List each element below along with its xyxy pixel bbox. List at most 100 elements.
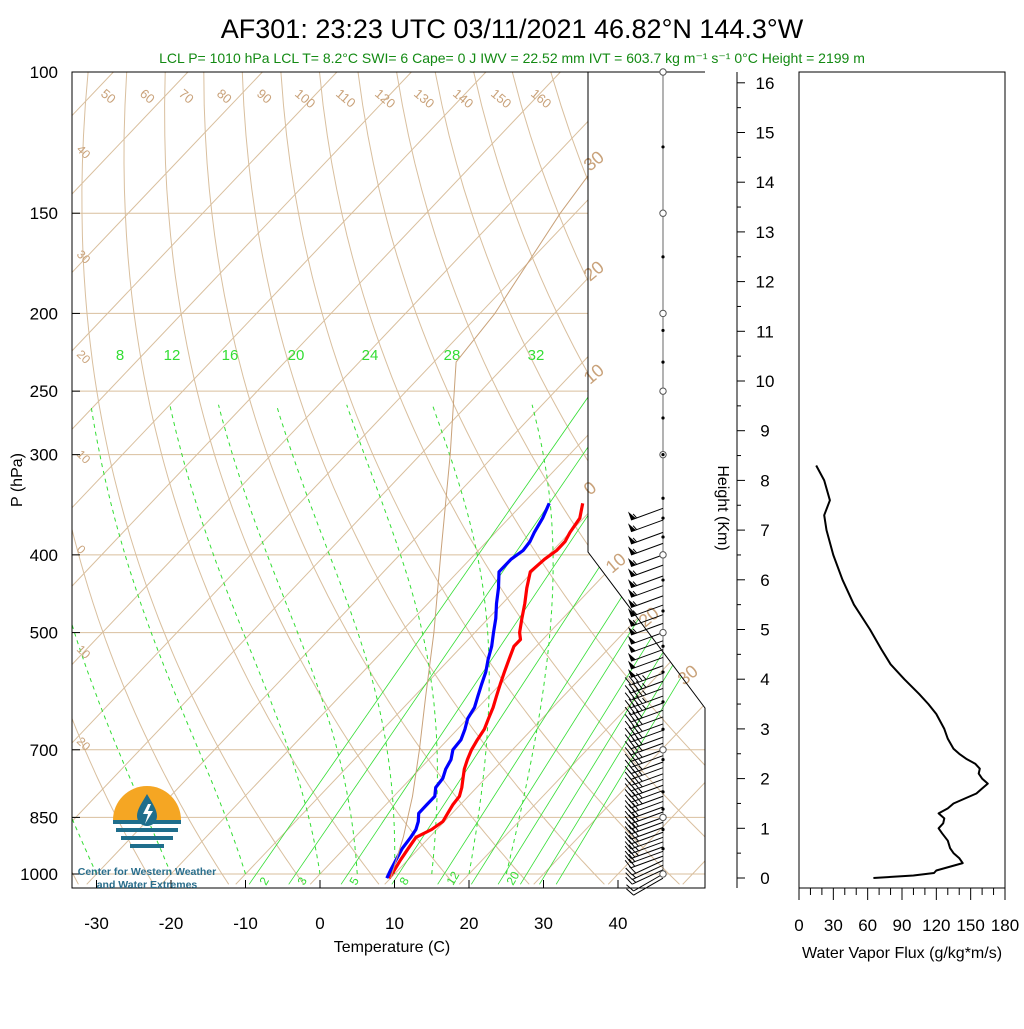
level-dot [661, 758, 664, 761]
moist-adiabat-line [219, 405, 358, 874]
mixing-ratio-label-top: 24 [362, 347, 379, 364]
cw3e-logo: Center for Western Weather and Water Ext… [78, 786, 216, 891]
mixing-ratio-label-bottom: 5 [346, 874, 362, 887]
mixing-ratio-label-top: 32 [528, 347, 545, 364]
mixing-ratio-label-top: 12 [164, 347, 181, 364]
level-dot [661, 790, 664, 793]
mixing-ratio-label-bottom: 2 [256, 874, 272, 887]
pressure-tick-label: 500 [30, 624, 58, 643]
level-dot [661, 670, 664, 673]
level-dot [661, 828, 664, 831]
isotherm-label-left: 40 [74, 142, 94, 162]
dry-adiabat-line [474, 72, 1024, 884]
mixing-ratio-line [520, 362, 841, 884]
isotherm-label-left: 30 [74, 247, 94, 267]
isotherm-label-right: 20 [580, 257, 608, 285]
skewt-axes: 1001502002503004005007008501000-30-20-10… [9, 63, 627, 956]
barb-full [625, 685, 631, 692]
dry-adiabat-label: 130 [411, 86, 437, 111]
barb-shaft [631, 586, 663, 598]
height-tick-label: 16 [756, 74, 775, 93]
flux-tick-label: 90 [893, 916, 912, 935]
flux-tick-label: 150 [956, 916, 984, 935]
wind-barb [628, 565, 663, 577]
water-vapor-flux-line [816, 466, 988, 879]
height-tick-label: 2 [760, 770, 769, 789]
dry-adiabat-line [358, 72, 830, 884]
barb-full [625, 693, 631, 700]
wind-barb [625, 717, 663, 729]
pressure-tick-label: 700 [30, 741, 58, 760]
flux-tick-label: 120 [922, 916, 950, 935]
isotherm-line [0, 72, 635, 884]
isotherm-line [608, 72, 1024, 884]
barb-half [642, 691, 646, 695]
height-tick-label: 11 [756, 322, 774, 341]
wind-barb [625, 774, 663, 786]
height-tick-label: 0 [760, 869, 769, 888]
standard-level-marker [660, 210, 666, 216]
wind-barb [628, 520, 663, 532]
isotherm-label-right: 10 [580, 360, 608, 388]
height-tick-label: 3 [760, 720, 769, 739]
standard-level-marker [660, 814, 666, 820]
mixing-ratio-label-top: 20 [288, 347, 305, 364]
barb-half [639, 759, 643, 763]
isotherm-line [534, 72, 1024, 884]
pressure-tick-label: 250 [30, 382, 58, 401]
height-tick-label: 14 [756, 173, 775, 192]
pressure-axis-label: P (hPa) [9, 453, 26, 507]
dewpoint-profile [387, 503, 549, 878]
mixing-ratio-line [539, 362, 857, 884]
standard-level-marker [660, 310, 666, 316]
pressure-tick-label: 300 [30, 446, 58, 465]
dry-adiabat-line [744, 72, 1024, 884]
moist-adiabat-line [276, 405, 394, 874]
wind-barb [625, 730, 663, 742]
mixing-ratio-line [438, 362, 772, 884]
temperature-axis-label: Temperature (C) [334, 939, 450, 956]
wind-barb [628, 532, 663, 544]
isotherm-line [0, 72, 411, 884]
wind-barb [626, 878, 663, 895]
logo-text-1: Center for Western Weather [78, 866, 216, 878]
logo-wave-3 [121, 836, 173, 840]
logo-text-2: and Water Extremes [97, 879, 198, 891]
flux-frame [799, 72, 1005, 888]
temperature-tick-label: -10 [233, 914, 258, 933]
parcel-path [391, 72, 665, 878]
barb-half [642, 705, 646, 709]
height-tick-label: 5 [760, 621, 769, 640]
level-dot [661, 416, 664, 419]
pressure-tick-label: 850 [30, 808, 58, 827]
dry-adiabat-line [821, 72, 1024, 884]
height-tick-label: 9 [760, 422, 769, 441]
level-dot [661, 453, 664, 456]
dry-adiabat-line [628, 72, 1024, 884]
logo-wave-2 [116, 828, 178, 832]
barb-half [639, 789, 643, 793]
barb-shaft [631, 520, 663, 532]
wind-barb [625, 743, 663, 755]
mixing-ratio-line [341, 362, 691, 884]
dry-adiabat-line [435, 72, 980, 884]
isotherm-line [459, 72, 1024, 884]
moist-adiabat-line [506, 405, 553, 874]
barb-shaft [631, 576, 663, 588]
dry-adiabat-line [82, 72, 304, 884]
mixing-ratio-line [556, 362, 871, 884]
barb-half [639, 783, 643, 787]
temperature-tick-label: 10 [385, 914, 404, 933]
barb-full [625, 714, 631, 721]
barb-full [625, 741, 631, 748]
barb-full [625, 721, 631, 728]
height-axis-label: Height (Km) [714, 465, 731, 550]
level-dot [661, 700, 664, 703]
dry-adiabat-label: 150 [488, 86, 514, 111]
wind-barb [628, 543, 663, 555]
isotherm-line [0, 72, 560, 884]
height-tick-label: 13 [756, 223, 775, 242]
flux-tick-label: 0 [794, 916, 803, 935]
